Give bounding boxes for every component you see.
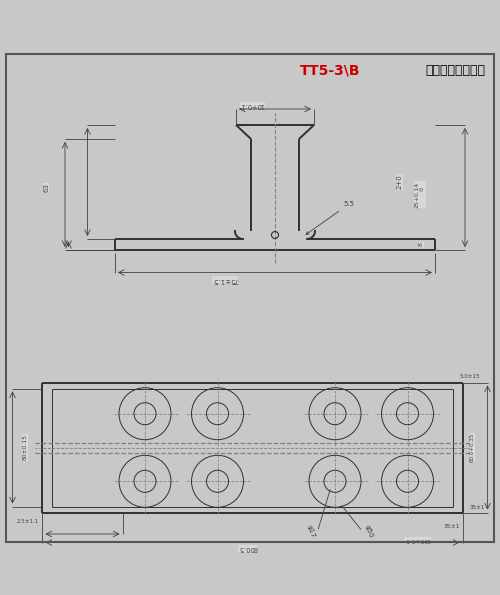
Text: 5.5: 5.5 [306,201,354,234]
Text: 35±1: 35±1 [470,505,485,510]
Text: 75±1.5: 75±1.5 [212,277,238,283]
Text: 8: 8 [419,243,424,246]
Text: 图面平棒导工此体: 图面平棒导工此体 [425,64,485,77]
Text: 63: 63 [43,183,49,192]
Text: 100±0.5: 100±0.5 [404,537,430,543]
Text: 10+0.1: 10+0.1 [240,102,264,108]
Text: 25+0.14
      0: 25+0.14 0 [414,181,426,208]
Text: 800.5: 800.5 [238,546,257,552]
Text: 35±1: 35±1 [444,524,460,529]
Text: φ50: φ50 [364,524,374,539]
Text: TT5-3\B: TT5-3\B [300,64,360,77]
Text: 5.0±15: 5.0±15 [460,374,480,378]
Text: 2.5±1.1: 2.5±1.1 [16,519,38,524]
Text: 60.0+0.35: 60.0+0.35 [470,433,475,462]
Text: 2+0: 2+0 [397,174,403,189]
Text: φ17: φ17 [306,524,316,539]
Text: 80±0.15: 80±0.15 [22,434,28,461]
